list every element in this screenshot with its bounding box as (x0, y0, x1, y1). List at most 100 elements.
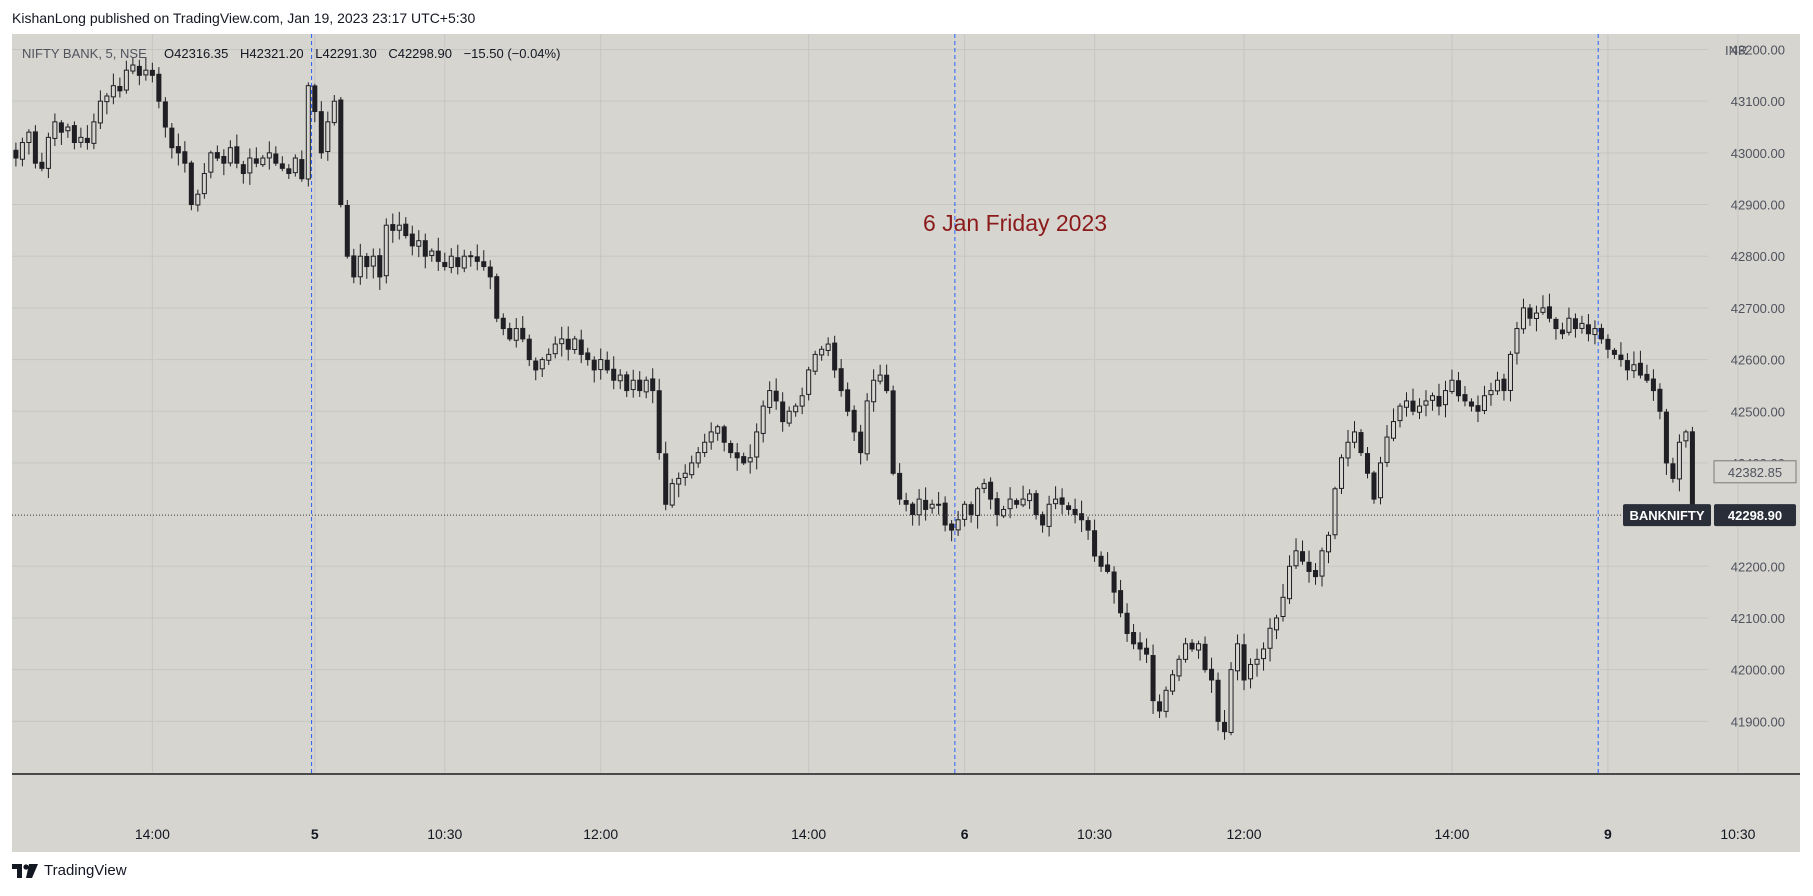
candle[interactable] (1098, 551, 1104, 572)
candle[interactable] (1313, 563, 1319, 585)
candle[interactable] (1416, 398, 1422, 419)
candle[interactable] (552, 336, 558, 359)
candle[interactable] (474, 244, 480, 271)
candle[interactable] (71, 121, 77, 150)
candle[interactable] (1371, 470, 1377, 504)
candle[interactable] (708, 422, 714, 450)
candle[interactable] (643, 376, 649, 399)
candle[interactable] (1488, 382, 1494, 406)
candle[interactable] (26, 129, 32, 155)
candle[interactable] (312, 83, 318, 123)
candle[interactable] (845, 382, 851, 417)
candle[interactable] (1436, 383, 1442, 416)
candle[interactable] (1020, 485, 1026, 508)
candle[interactable] (1124, 603, 1130, 642)
candle[interactable] (409, 225, 415, 256)
candle[interactable] (396, 211, 402, 240)
candlestick-series[interactable] (13, 57, 1695, 740)
candle[interactable] (253, 147, 259, 168)
candle[interactable] (1429, 392, 1435, 411)
candle[interactable] (1157, 694, 1163, 719)
candle[interactable] (383, 218, 389, 284)
candle[interactable] (598, 348, 604, 380)
candle[interactable] (1235, 634, 1241, 681)
candle[interactable] (91, 113, 97, 150)
candle[interactable] (1202, 636, 1208, 673)
candle[interactable] (1364, 446, 1371, 479)
candle[interactable] (292, 154, 298, 177)
candle[interactable] (1468, 398, 1474, 412)
candle[interactable] (58, 120, 64, 145)
candle[interactable] (923, 487, 929, 521)
candle[interactable] (143, 57, 149, 81)
candle[interactable] (1351, 421, 1358, 449)
candle[interactable] (663, 441, 669, 511)
candle[interactable] (780, 392, 786, 432)
candle[interactable] (864, 393, 870, 461)
candle[interactable] (676, 472, 682, 498)
candle[interactable] (760, 400, 766, 443)
candle[interactable] (130, 57, 136, 75)
candle[interactable] (13, 142, 19, 167)
candle[interactable] (1507, 351, 1513, 402)
candle[interactable] (728, 440, 734, 459)
candle[interactable] (370, 248, 376, 279)
candle[interactable] (559, 326, 565, 357)
candle[interactable] (533, 357, 539, 381)
candle[interactable] (247, 148, 253, 185)
candle[interactable] (1137, 632, 1143, 661)
candle[interactable] (234, 134, 240, 169)
candle[interactable] (364, 253, 370, 279)
candle[interactable] (754, 423, 760, 470)
tradingview-brand[interactable]: TradingView (12, 862, 127, 879)
candle[interactable] (1644, 364, 1650, 383)
candle[interactable] (1241, 633, 1247, 691)
candle[interactable] (871, 369, 877, 412)
candle[interactable] (182, 141, 188, 173)
candle[interactable] (279, 156, 285, 172)
candle[interactable] (1014, 498, 1020, 509)
candle[interactable] (1449, 369, 1455, 394)
candle[interactable] (455, 244, 461, 275)
candle[interactable] (32, 125, 38, 169)
candle[interactable] (403, 217, 409, 239)
candle[interactable] (1657, 383, 1663, 420)
candle[interactable] (1267, 618, 1273, 662)
candle[interactable] (689, 455, 695, 479)
candle[interactable] (1475, 395, 1481, 423)
candle[interactable] (1163, 686, 1169, 718)
candle[interactable] (1228, 662, 1234, 736)
candle[interactable] (1345, 429, 1351, 467)
candle[interactable] (1027, 489, 1033, 510)
candle[interactable] (260, 155, 266, 167)
candle[interactable] (1533, 305, 1539, 332)
candle[interactable] (747, 444, 753, 474)
candle[interactable] (1384, 425, 1390, 467)
candle[interactable] (1215, 672, 1221, 731)
candle[interactable] (1520, 298, 1526, 334)
candle[interactable] (650, 368, 656, 404)
candle[interactable] (656, 378, 662, 460)
candle[interactable] (611, 356, 617, 390)
candle[interactable] (208, 150, 214, 179)
candle[interactable] (1033, 490, 1039, 520)
candle[interactable] (422, 233, 428, 269)
candle[interactable] (1306, 550, 1312, 583)
candle[interactable] (1670, 457, 1676, 483)
candle[interactable] (1462, 386, 1468, 407)
candle[interactable] (1553, 317, 1559, 340)
candle[interactable] (1007, 487, 1013, 519)
candle[interactable] (721, 424, 727, 452)
candle[interactable] (1605, 334, 1611, 359)
candle[interactable] (1280, 584, 1286, 622)
candle[interactable] (1579, 315, 1585, 334)
candle[interactable] (1338, 454, 1345, 494)
candle[interactable] (201, 163, 207, 199)
candle[interactable] (526, 334, 532, 367)
candle[interactable] (435, 237, 441, 271)
candle[interactable] (539, 357, 545, 377)
candle[interactable] (1618, 342, 1624, 367)
candle[interactable] (442, 252, 448, 271)
candle[interactable] (1410, 388, 1416, 416)
candle[interactable] (773, 378, 779, 410)
